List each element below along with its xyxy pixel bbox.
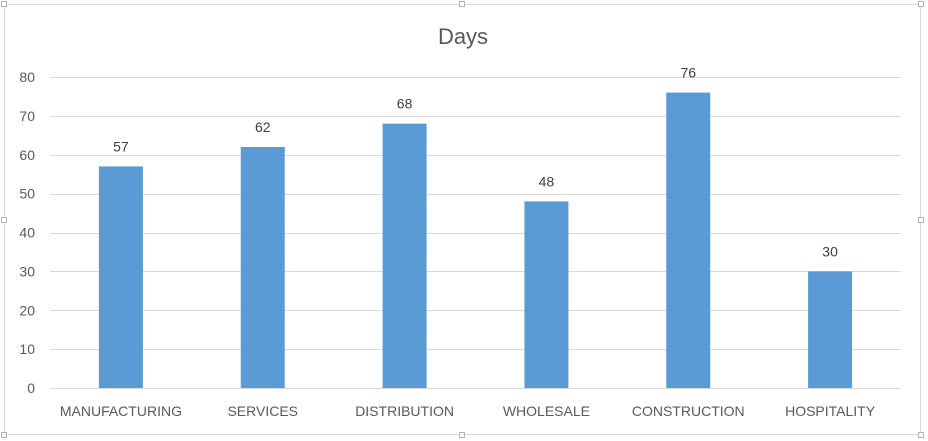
data-label: 68: [397, 96, 413, 112]
resize-handle-middle-right[interactable]: [918, 217, 924, 223]
y-tick-label: 60: [19, 147, 35, 163]
x-category-label: WHOLESALE: [503, 403, 590, 419]
bar: [666, 92, 711, 389]
bars: [98, 92, 853, 389]
y-tick-label: 40: [19, 225, 35, 241]
x-category-label: HOSPITALITY: [785, 403, 876, 419]
bar: [524, 201, 569, 388]
x-category-label: DISTRIBUTION: [355, 403, 454, 419]
bar: [240, 146, 285, 388]
resize-handle-bottom-right[interactable]: [918, 432, 924, 438]
resize-handle-middle-left[interactable]: [1, 217, 7, 223]
y-tick-label: 30: [19, 263, 35, 279]
data-label: 30: [822, 243, 838, 259]
x-category-label: CONSTRUCTION: [632, 403, 745, 419]
y-tick-label: 10: [19, 341, 35, 357]
resize-handle-top-left[interactable]: [1, 1, 7, 7]
data-label: 62: [255, 119, 271, 135]
resize-handle-top-center[interactable]: [459, 1, 465, 7]
y-axis-ticks: 0 10 20 30 40 50 60 70 80: [19, 69, 35, 396]
bar: [808, 271, 853, 388]
y-tick-label: 50: [19, 186, 35, 202]
gridlines: [50, 77, 901, 389]
data-labels: 57 62 68 48 76 30: [113, 65, 838, 260]
x-category-label: SERVICES: [227, 403, 298, 419]
x-axis-categories: MANUFACTURING SERVICES DISTRIBUTION WHOLESA…: [60, 403, 876, 419]
chart-frame[interactable]: [4, 4, 921, 435]
y-tick-label: 20: [19, 302, 35, 318]
data-label: 48: [539, 173, 555, 189]
data-label: 57: [113, 138, 129, 154]
bar: [382, 123, 427, 389]
resize-handle-bottom-center[interactable]: [459, 432, 465, 438]
bar: [98, 166, 143, 388]
y-tick-label: 80: [19, 69, 35, 85]
x-category-label: MANUFACTURING: [60, 403, 182, 419]
resize-handle-top-right[interactable]: [918, 1, 924, 7]
chart-title: Days: [438, 24, 488, 49]
resize-handle-bottom-left[interactable]: [1, 432, 7, 438]
y-tick-label: 70: [19, 108, 35, 124]
y-tick-label: 0: [27, 380, 35, 396]
data-label: 76: [680, 65, 696, 81]
